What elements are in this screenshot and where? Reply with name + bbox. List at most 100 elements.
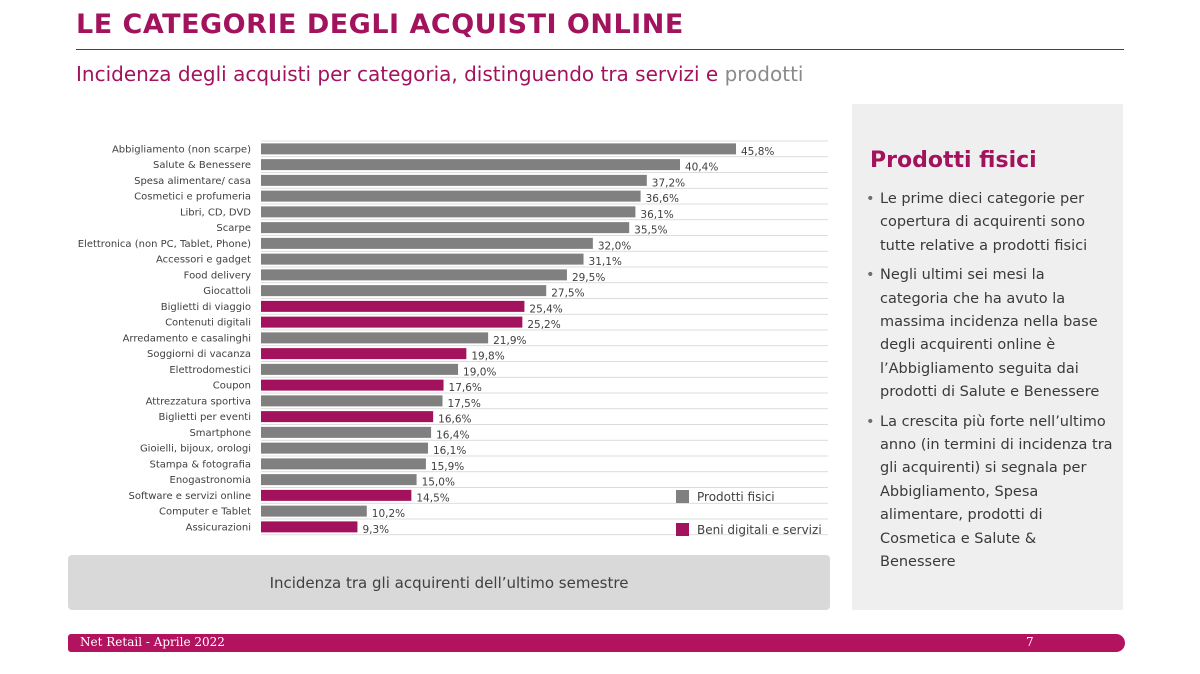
value-label: 14,5% (416, 492, 449, 504)
value-label: 19,0% (463, 366, 496, 378)
value-label: 19,8% (471, 351, 504, 363)
value-label: 35,5% (634, 225, 667, 237)
category-label: Attrezzatura sportiva (146, 396, 251, 407)
side-panel: Prodotti fisici • Le prime dieci categori… (852, 104, 1123, 610)
category-label: Contenuti digitali (165, 318, 251, 329)
side-panel-bullet: • La crescita più forte nell’ultimo anno … (866, 411, 1116, 575)
bar (261, 237, 593, 249)
side-panel-list: • Le prime dieci categorie per copertura … (866, 188, 1116, 581)
value-label: 15,9% (431, 461, 464, 473)
category-label: Gioielli, bijoux, orologi (140, 444, 251, 455)
bar (261, 363, 459, 375)
legend-swatch (676, 490, 689, 503)
category-label: Arredamento e casalinghi (123, 333, 251, 344)
footer-band: Net Retail - Aprile 2022 7 (68, 634, 1125, 652)
title-divider (76, 49, 1124, 50)
bar-chart: Abbigliamento (non scarpe) 45,8% Salute & … (78, 140, 828, 537)
category-label: Cosmetici e profumeria (134, 192, 251, 203)
value-label: 17,6% (449, 382, 482, 394)
bar (261, 143, 736, 155)
value-label: 15,0% (422, 477, 455, 489)
side-panel-bullet: • Negli ultimi sei mesi la categoria che … (866, 264, 1116, 404)
category-label: Biglietti per eventi (158, 412, 251, 423)
side-panel-title: Prodotti fisici (870, 148, 1037, 173)
value-label: 27,5% (551, 288, 584, 300)
bullet-text: La crescita più forte nell’ultimo anno (… (880, 413, 1113, 571)
legend-label: Beni digitali e servizi (697, 523, 822, 537)
category-label: Salute & Benessere (153, 160, 251, 171)
value-label: 31,1% (589, 256, 622, 268)
bar (261, 159, 680, 171)
bar (261, 253, 584, 265)
category-label: Elettronica (non PC, Tablet, Phone) (78, 239, 251, 250)
value-label: 36,6% (646, 193, 679, 205)
category-label: Biglietti di viaggio (161, 302, 251, 313)
category-label: Elettrodomestici (169, 365, 251, 376)
bullet-marker: • (866, 413, 875, 430)
category-label: Scarpe (216, 223, 251, 234)
bar (261, 474, 417, 486)
value-label: 29,5% (572, 272, 605, 284)
bar (261, 222, 630, 234)
bar (261, 300, 525, 312)
category-label: Coupon (213, 381, 251, 392)
value-label: 40,4% (685, 162, 718, 174)
page-subtitle: Incidenza degli acquisti per categoria, … (76, 62, 803, 86)
category-label: Smartphone (189, 428, 251, 439)
value-label: 21,9% (493, 335, 526, 347)
category-label: Giocattoli (203, 286, 251, 297)
bar (261, 379, 444, 391)
page-number: 7 (1026, 635, 1034, 649)
bar (261, 521, 358, 533)
bar (261, 411, 434, 423)
bar (261, 426, 432, 438)
bullet-marker: • (866, 267, 875, 284)
subtitle-main-text: Incidenza degli acquisti per categoria, … (76, 62, 725, 86)
bar (261, 332, 489, 344)
bar (261, 174, 647, 186)
category-label: Assicurazioni (186, 522, 251, 533)
value-label: 17,5% (447, 398, 480, 410)
bar (261, 458, 426, 470)
value-label: 25,4% (529, 303, 562, 315)
subtitle-highlight-text: prodotti (724, 62, 804, 86)
bullet-text: Negli ultimi sei mesi la categoria che h… (880, 267, 1100, 401)
bar (261, 442, 428, 454)
bar (261, 505, 367, 517)
category-label: Food delivery (184, 270, 251, 281)
category-label: Software e servizi online (129, 491, 251, 502)
category-label: Spesa alimentare/ casa (134, 176, 251, 187)
value-label: 10,2% (372, 508, 405, 520)
chart-caption: Incidenza tra gli acquirenti dell’ultimo… (269, 573, 629, 592)
category-label: Accessori e gadget (156, 255, 251, 266)
category-label: Libri, CD, DVD (180, 207, 251, 218)
value-label: 16,1% (433, 445, 466, 457)
legend-label: Prodotti fisici (697, 490, 775, 504)
category-label: Stampa & fotografia (150, 459, 251, 470)
bar (261, 206, 636, 218)
value-label: 37,2% (652, 177, 685, 189)
value-label: 16,6% (438, 414, 471, 426)
category-label: Soggiorni di vacanza (147, 349, 251, 360)
bullet-marker: • (866, 191, 875, 207)
category-label: Abbigliamento (non scarpe) (112, 144, 251, 155)
bar (261, 190, 641, 202)
category-label: Computer e Tablet (159, 507, 251, 518)
value-label: 36,1% (640, 209, 673, 221)
legend-swatch (676, 523, 689, 536)
category-label: Enogastronomia (170, 475, 252, 486)
bullet-text: Le prime dieci categorie per copertura d… (880, 191, 1088, 254)
bar (261, 489, 412, 501)
value-label: 32,0% (598, 240, 631, 252)
value-label: 9,3% (362, 524, 389, 536)
value-label: 16,4% (436, 429, 469, 441)
value-label: 45,8% (741, 146, 774, 158)
footer-label: Net Retail - Aprile 2022 (80, 635, 225, 649)
value-label: 25,2% (527, 319, 560, 331)
page-title: LE CATEGORIE DEGLI ACQUISTI ONLINE (76, 9, 684, 40)
chart-caption-box: Incidenza tra gli acquirenti dell’ultimo… (68, 555, 830, 610)
bar (261, 316, 523, 328)
bar (261, 395, 443, 407)
bar (261, 269, 567, 281)
bar (261, 348, 467, 360)
